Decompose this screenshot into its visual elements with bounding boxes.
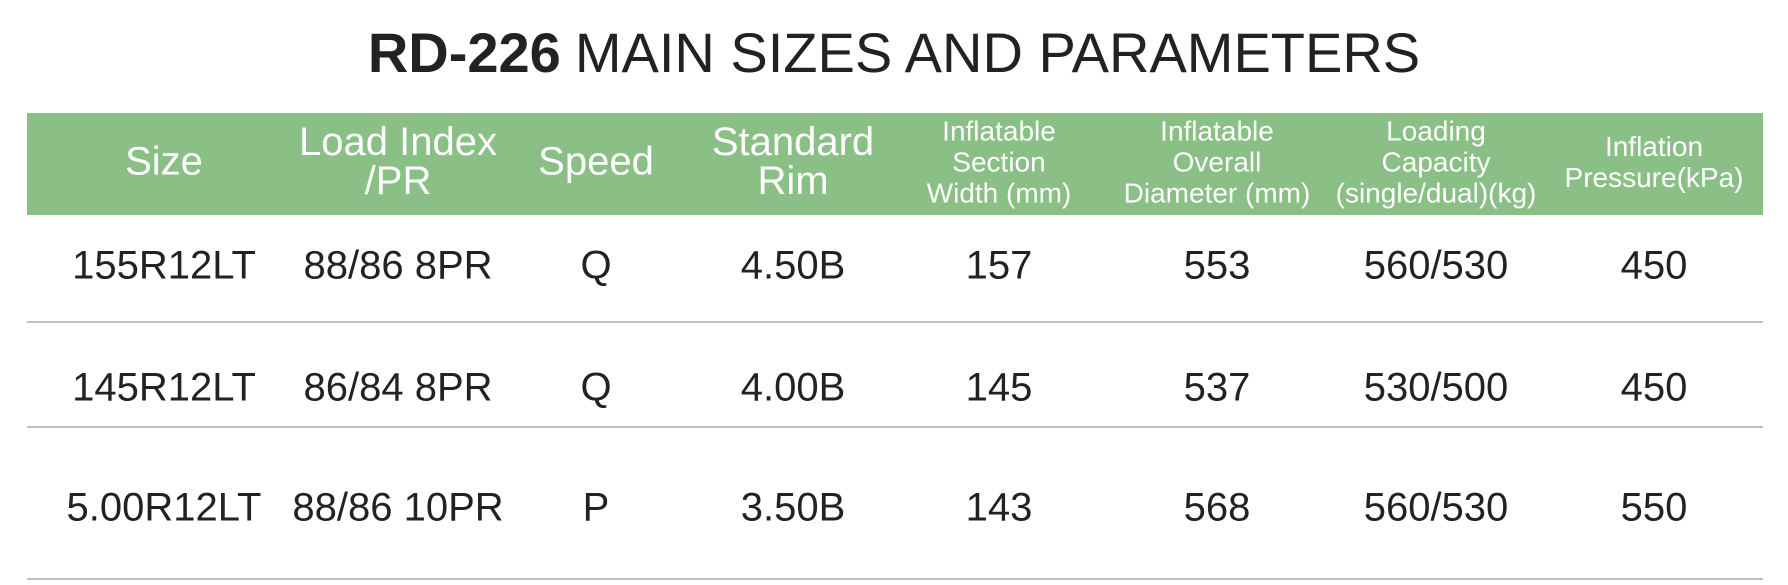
cell: 143 xyxy=(966,486,1033,530)
cell: 560/530 xyxy=(1364,244,1509,288)
header-cell: /PR xyxy=(365,159,432,203)
cell: 145R12LT xyxy=(72,366,256,410)
cell: 568 xyxy=(1184,486,1251,530)
cell: 155R12LT xyxy=(72,244,256,288)
cell: 157 xyxy=(966,244,1033,288)
header-cell: Loading xyxy=(1386,115,1486,146)
header-cell: Standard xyxy=(712,120,874,164)
header-cell: (single/dual)(kg) xyxy=(1336,177,1537,208)
header-cell: Diameter (mm) xyxy=(1124,177,1311,208)
header-cell: Inflatable xyxy=(942,115,1056,146)
cell: 450 xyxy=(1621,244,1688,288)
cell: 550 xyxy=(1621,486,1688,530)
cell: 88/86 10PR xyxy=(292,486,503,530)
header-cell: Capacity xyxy=(1382,146,1491,177)
cell: 4.00B xyxy=(741,366,846,410)
title-text: MAIN SIZES AND PARAMETERS xyxy=(575,21,1420,84)
cell: Q xyxy=(580,244,611,288)
header-cell: Speed xyxy=(538,140,654,184)
cell: Q xyxy=(580,366,611,410)
header-cell: Pressure(kPa) xyxy=(1565,162,1744,193)
cell: 450 xyxy=(1621,366,1688,410)
cell: 145 xyxy=(966,366,1033,410)
cell: 553 xyxy=(1184,244,1251,288)
cell: 86/84 8PR xyxy=(303,366,492,410)
cell: 5.00R12LT xyxy=(67,486,262,530)
header-cell: Inflatable xyxy=(1160,115,1274,146)
header-band xyxy=(27,113,1763,215)
cell: P xyxy=(583,486,610,530)
header-cell: Overall xyxy=(1173,146,1262,177)
title: RD-226 MAIN SIZES AND PARAMETERS xyxy=(368,21,1420,84)
cell: 530/500 xyxy=(1364,366,1509,410)
header-cell: Section xyxy=(952,146,1045,177)
cell: 88/86 8PR xyxy=(303,244,492,288)
cell: 560/530 xyxy=(1364,486,1509,530)
header-cell: Size xyxy=(125,140,203,184)
header-cell: Inflation xyxy=(1605,131,1703,162)
header-cell: Width (mm) xyxy=(927,177,1072,208)
header-cell: Load Index xyxy=(299,120,497,164)
header-cell: Rim xyxy=(757,159,828,203)
cell: 537 xyxy=(1184,366,1251,410)
cell: 4.50B xyxy=(741,244,846,288)
model: RD-226 xyxy=(368,21,561,84)
cell: 3.50B xyxy=(741,486,846,530)
